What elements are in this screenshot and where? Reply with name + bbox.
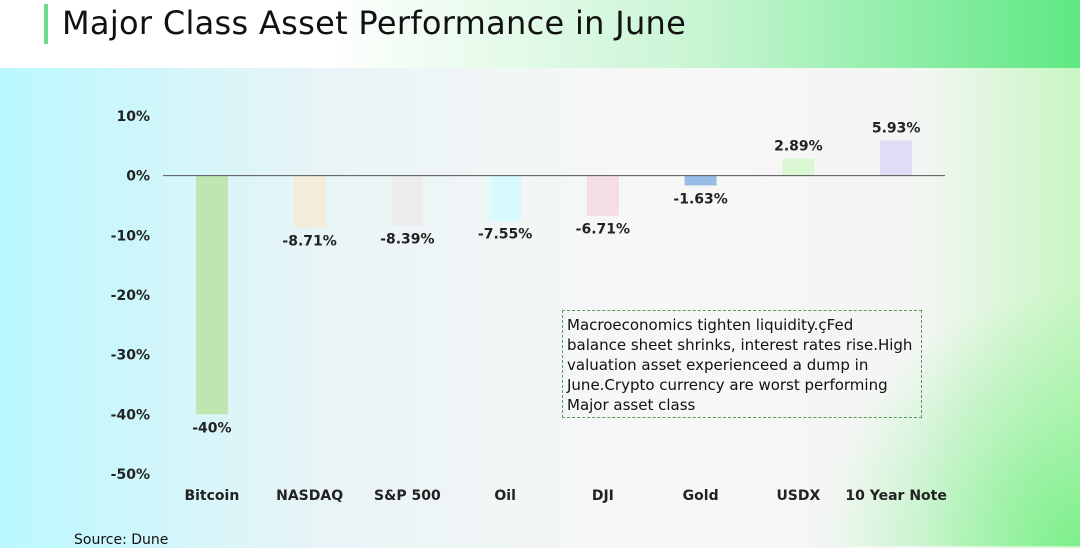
data-label: -6.71% (576, 222, 630, 238)
title-accent-bar (44, 4, 48, 44)
data-label: 2.89% (774, 138, 823, 154)
bar-bitcoin (195, 175, 228, 415)
bar-usdx (782, 158, 815, 176)
y-tick-label: 0% (126, 169, 150, 185)
bar-dji (586, 175, 619, 216)
x-tick-label: 10 Year Note (845, 488, 946, 504)
bar-nasdaq (293, 175, 326, 228)
y-tick-label: -40% (111, 407, 150, 423)
x-tick-label: DJI (592, 488, 614, 504)
data-label: -1.63% (673, 191, 727, 207)
background-accent (820, 286, 1080, 546)
bar-oil (489, 175, 522, 221)
page-title: Major Class Asset Performance in June (62, 4, 687, 42)
x-tick-label: Gold (683, 488, 719, 504)
bar-gold (684, 175, 717, 186)
x-tick-label: Oil (494, 488, 516, 504)
bar-10-year-note (880, 140, 913, 176)
x-tick-label: NASDAQ (276, 488, 343, 504)
chart-annotation: Macroeconomics tighten liquidity.çFed ba… (562, 310, 922, 418)
y-tick-label: -30% (111, 348, 150, 364)
y-tick-label: -10% (111, 228, 150, 244)
x-tick-label: S&P 500 (374, 488, 441, 504)
bar-s-p-500 (391, 175, 424, 226)
header-banner: Major Class Asset Performance in June (0, 0, 1080, 68)
x-tick-label: USDX (776, 488, 820, 504)
data-label: -8.71% (282, 234, 336, 250)
data-label: 5.93% (872, 120, 921, 136)
source-note: Source: Dune (74, 532, 169, 548)
y-tick-label: -20% (111, 288, 150, 304)
x-tick-label: Bitcoin (184, 488, 239, 504)
data-label: -7.55% (478, 227, 532, 243)
data-label: -8.39% (380, 232, 434, 248)
y-tick-label: -50% (111, 467, 150, 483)
y-tick-label: 10% (116, 109, 150, 125)
data-label: -40% (192, 420, 231, 436)
